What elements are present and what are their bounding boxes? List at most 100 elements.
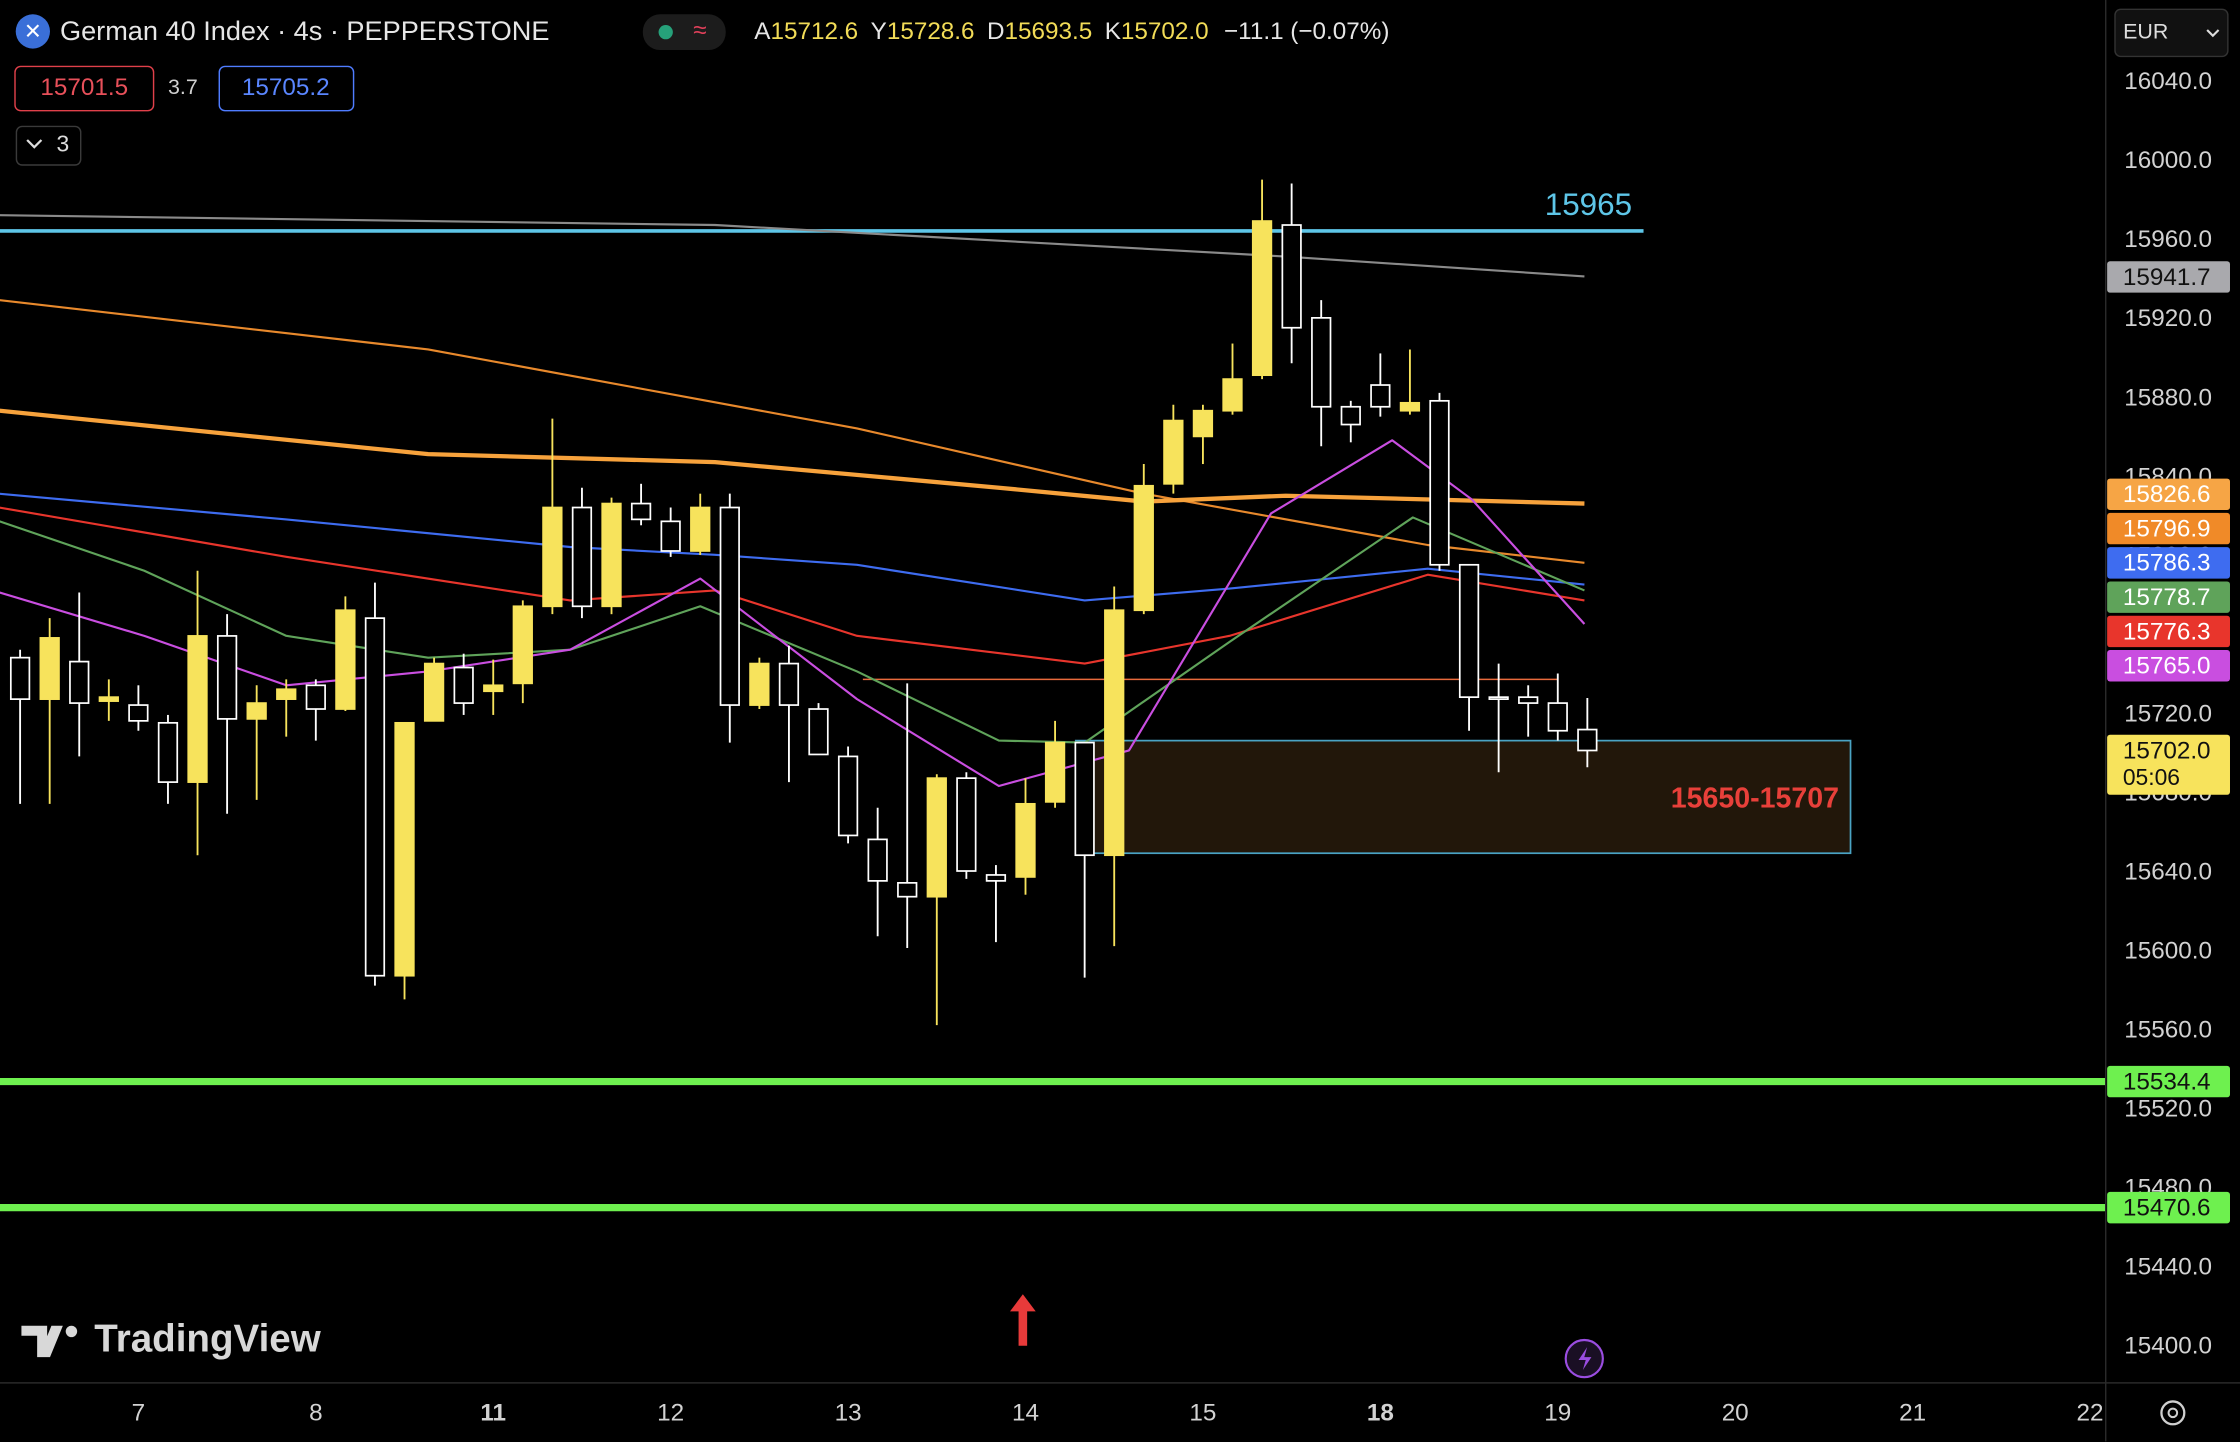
level-label: 15965: [1545, 187, 1632, 222]
price-tag-label: 15765.0: [2123, 653, 2211, 680]
logo-mark: [21, 1325, 63, 1358]
price-tag: [2107, 478, 2230, 511]
candle-body: [1488, 696, 1509, 700]
price-tag: [2107, 581, 2230, 613]
candle-body: [1192, 409, 1214, 438]
candle-body: [1429, 399, 1450, 566]
status-icon: ≈: [693, 17, 706, 44]
x-tick-label: 8: [309, 1400, 322, 1427]
price-tag-label: 15702.0: [2123, 737, 2211, 764]
price-tag-label: 15534.4: [2123, 1068, 2211, 1095]
chevron: [26, 139, 43, 149]
sell-button[interactable]: [14, 65, 155, 112]
ohlc-key: K: [1105, 18, 1121, 45]
zone-label: 15650-15707: [1671, 782, 1839, 814]
status-pill[interactable]: [642, 14, 726, 51]
buy-button[interactable]: [218, 65, 355, 112]
moving-average: [0, 408, 1585, 506]
symbol-title[interactable]: German 40 Index · 4s · PEPPERSTONE: [60, 15, 549, 46]
candle-body: [335, 609, 356, 710]
price-tag: [2107, 261, 2230, 293]
moving-average: [0, 492, 1585, 602]
candle-body: [749, 662, 770, 706]
symbol-icon-glyph: ✕: [24, 20, 42, 44]
ohlc-key: Y: [871, 18, 887, 45]
currency-select[interactable]: [2114, 8, 2229, 58]
y-tick-label: 15600.0: [2124, 937, 2212, 964]
price-tag: [2107, 547, 2230, 579]
candle-body: [39, 637, 60, 700]
candle-body: [1163, 419, 1184, 485]
price-tag-label: 15778.7: [2123, 584, 2211, 611]
candle-body: [216, 635, 238, 720]
ohlc-value: 15728.6: [887, 18, 975, 45]
y-tick-label: 15440.0: [2124, 1253, 2212, 1280]
ohlc-key: A: [754, 18, 771, 45]
settings-icon[interactable]: [2160, 1400, 2186, 1426]
y-tick-label: 15960.0: [2124, 226, 2212, 253]
ask-price: 15705.2: [242, 74, 330, 101]
candle-body: [98, 696, 119, 702]
x-tick-label: 18: [1367, 1400, 1394, 1427]
indicator-count: 3: [56, 131, 69, 157]
symbol-icon[interactable]: [15, 14, 51, 49]
candle-body: [453, 666, 474, 704]
x-tick-label: 12: [657, 1400, 684, 1427]
price-tag-label: 15796.9: [2123, 515, 2211, 542]
candle-body: [1133, 484, 1154, 612]
logo-text: TradingView: [94, 1318, 321, 1361]
indicators-toggle[interactable]: [15, 125, 82, 166]
candle-body: [1104, 609, 1125, 857]
candle-body: [601, 502, 622, 608]
candle-body: [1015, 802, 1036, 878]
market-open-dot: [658, 25, 673, 40]
price-tag-label: 15941.7: [2123, 264, 2211, 291]
candle-body: [1074, 741, 1095, 857]
y-tick-label: 15920.0: [2124, 305, 2212, 332]
ohlc-value: 15702.0: [1121, 18, 1209, 45]
candle-body: [276, 688, 297, 700]
y-tick-label: 15560.0: [2124, 1016, 2212, 1043]
candle-body: [926, 777, 947, 898]
price-tag-label: 15786.3: [2123, 550, 2211, 577]
candle-body: [808, 708, 829, 756]
candle-body: [305, 684, 326, 710]
candle-body: [394, 721, 415, 977]
candle-body: [1458, 563, 1480, 699]
candle-body: [1311, 317, 1332, 408]
price-tag-label: 15470.6: [2123, 1194, 2211, 1221]
x-tick-label: 13: [835, 1400, 862, 1427]
event-arrow[interactable]: [1010, 1294, 1036, 1346]
moving-average: [0, 506, 1585, 665]
x-tick-label: 22: [2077, 1400, 2104, 1427]
y-tick-label: 15400.0: [2124, 1333, 2212, 1360]
candle-body: [423, 662, 445, 722]
candle-body: [1370, 384, 1391, 408]
y-tick-label: 15880.0: [2124, 384, 2212, 411]
change: −11.1 (−0.07%): [1224, 18, 1389, 45]
currency: EUR: [2123, 20, 2168, 44]
settings-icon: [2167, 1407, 2179, 1419]
y-tick-label: 15720.0: [2124, 700, 2212, 727]
candle-body: [128, 704, 149, 722]
candle-body: [571, 506, 593, 608]
candle-body: [542, 506, 563, 608]
ohlc-key: D: [987, 18, 1005, 45]
candle-body: [1518, 696, 1539, 704]
price-tag-label: 15776.3: [2123, 618, 2211, 645]
candle-body: [1399, 401, 1421, 412]
candle-body: [897, 881, 918, 898]
candle-body: [1340, 405, 1361, 426]
price-tag: [2107, 512, 2230, 545]
price-tag: [2107, 650, 2230, 682]
candle-body: [187, 635, 208, 783]
x-tick-label: 15: [1189, 1400, 1216, 1427]
y-tick-label: 15640.0: [2124, 858, 2212, 885]
x-tick-label: 19: [1544, 1400, 1571, 1427]
x-tick-label: 20: [1722, 1400, 1749, 1427]
candle-body: [69, 660, 90, 704]
candle-body: [837, 755, 859, 837]
spread: 3.7: [168, 75, 198, 99]
price-tags: 15941.7 15826.6 15796.9 15786.3 15778.7 15776…: [2107, 261, 2230, 1224]
candle-body: [690, 506, 711, 552]
